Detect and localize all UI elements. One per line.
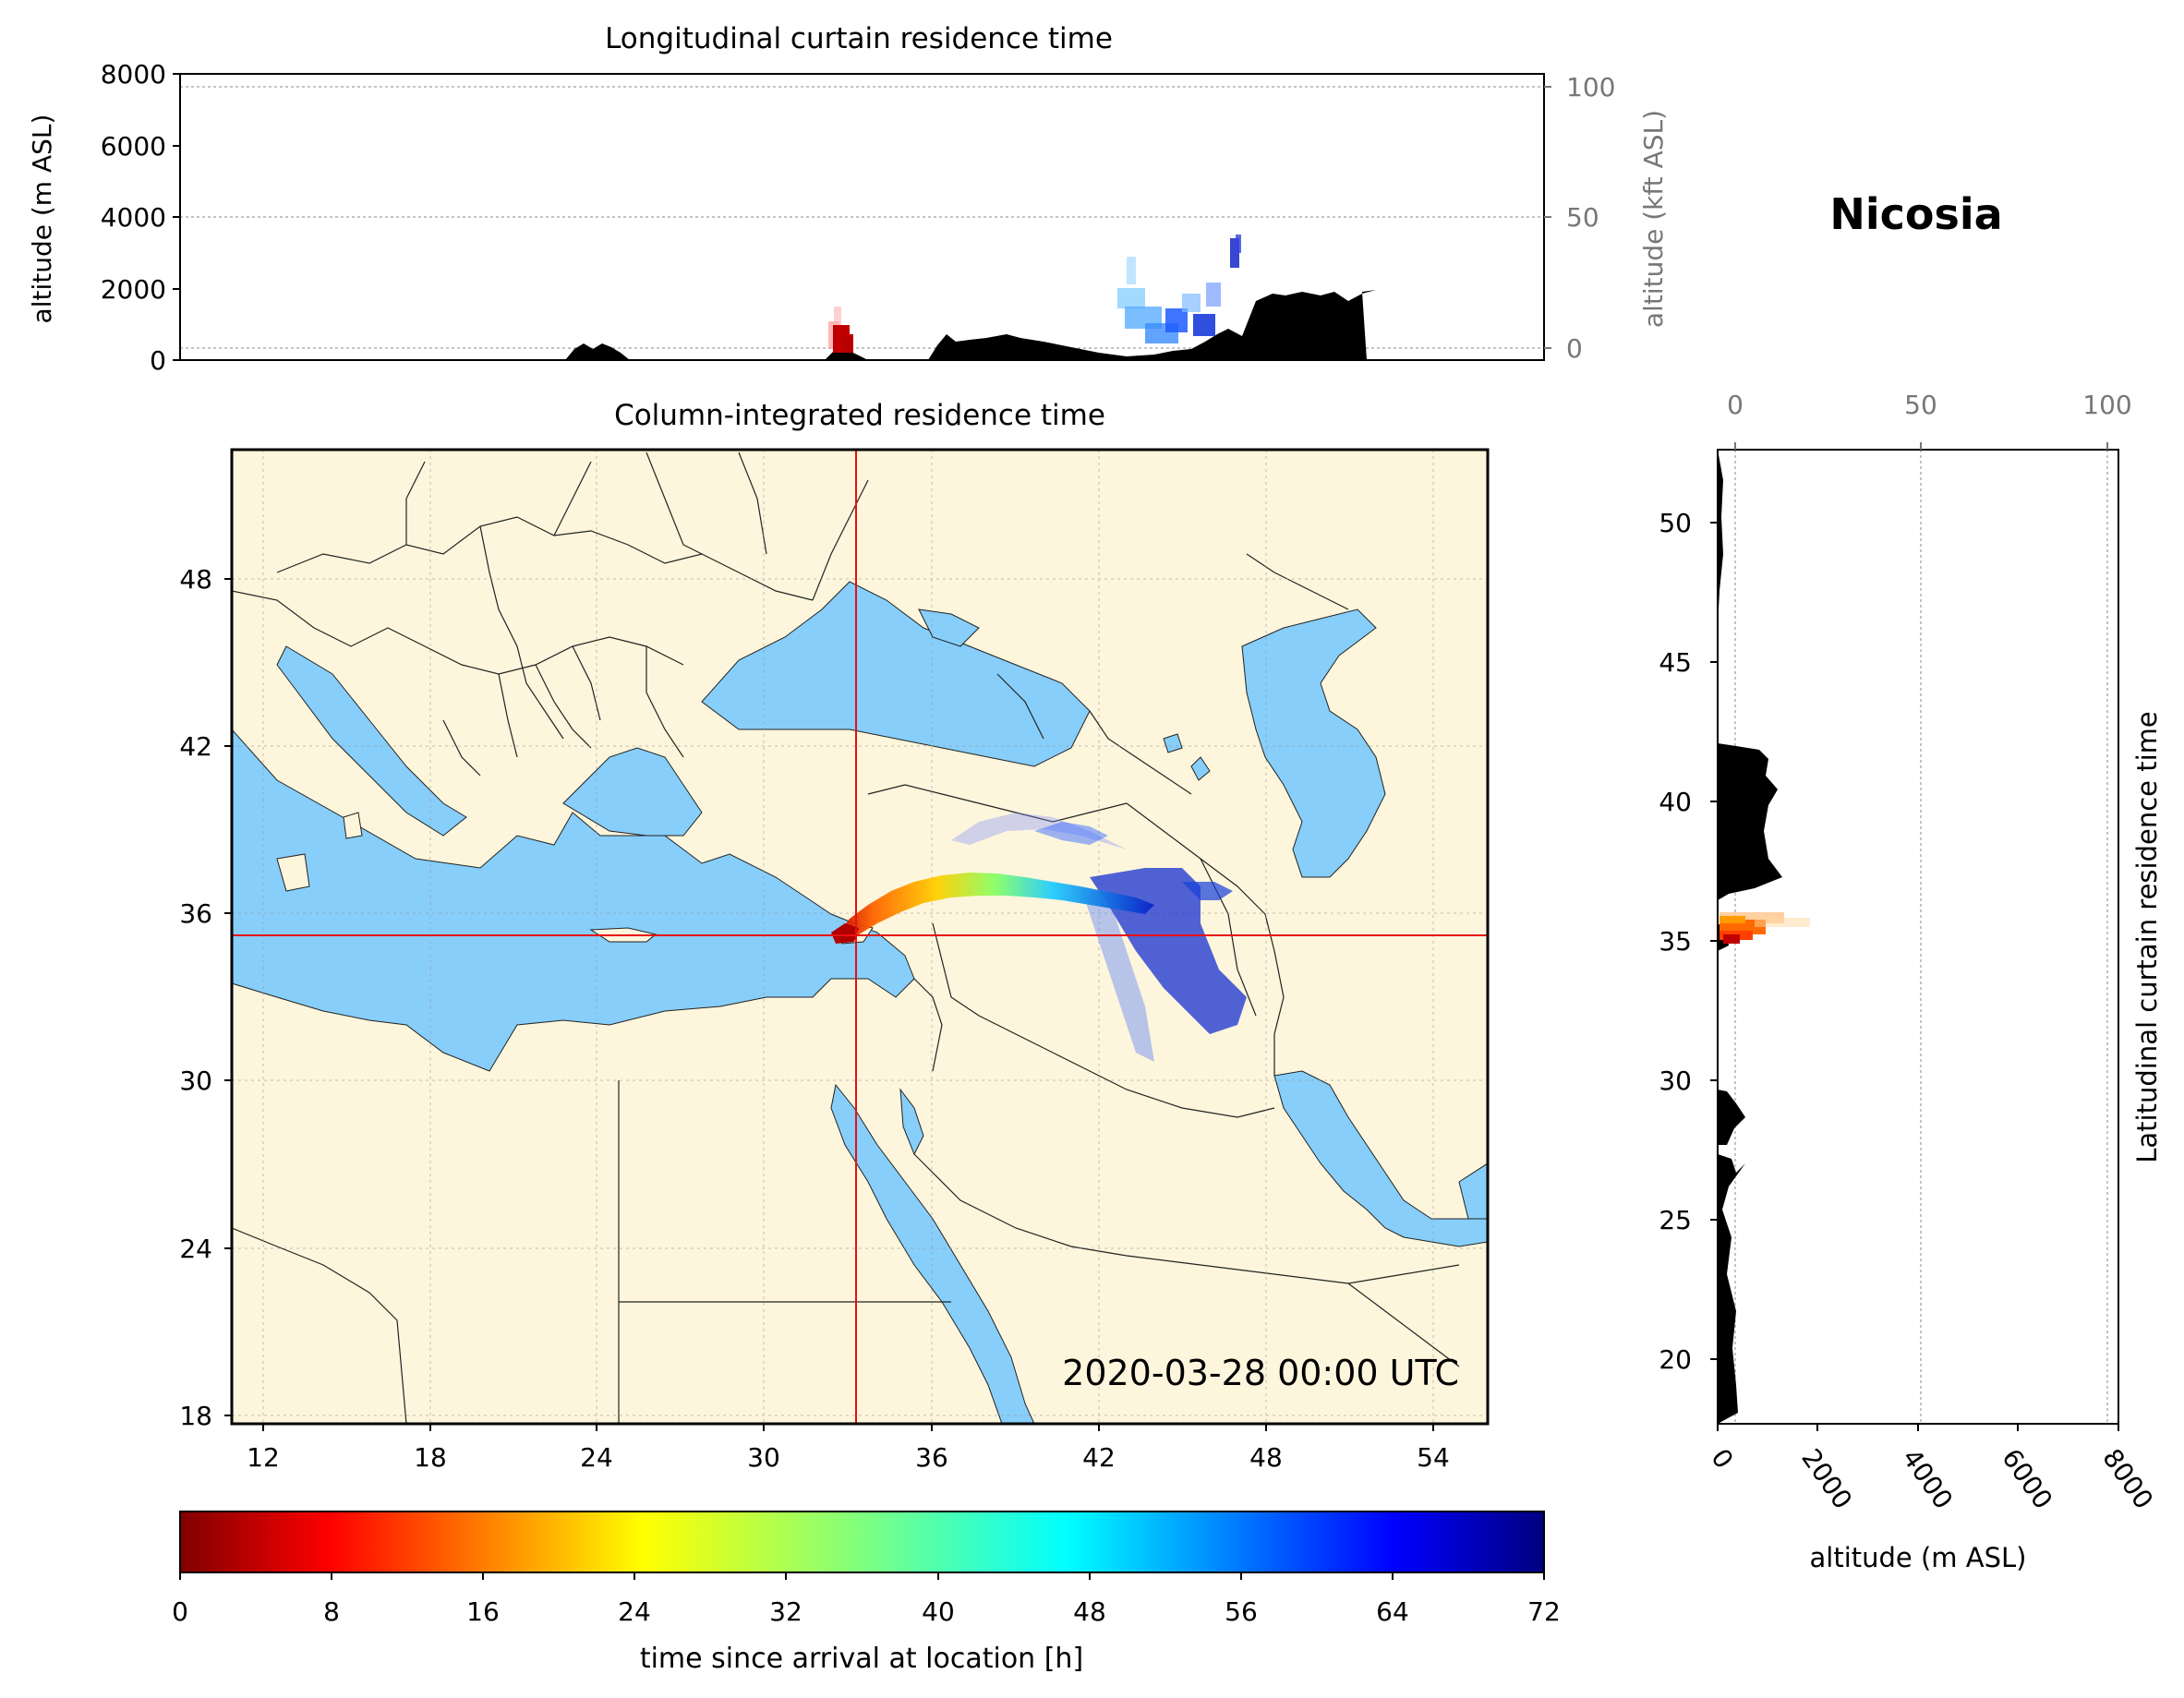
lat2-tick-25: 25 (1659, 1205, 1692, 1235)
lat2-tick-45: 45 (1659, 647, 1692, 678)
lon-tick-48: 48 (1249, 1442, 1283, 1473)
alt2-tick-4000: 4000 (1896, 1443, 1959, 1514)
kft-tick-50: 50 (1566, 202, 1599, 233)
lon-tick-24: 24 (580, 1442, 613, 1473)
lat-tick-24: 24 (179, 1234, 212, 1264)
lat-tick-36: 36 (179, 898, 212, 929)
kft2-tick-50: 50 (1904, 390, 1937, 420)
colorbar-ticks: 0 8 16 24 32 40 48 56 64 72 (172, 1572, 1561, 1627)
cbar-tick-0: 0 (172, 1596, 188, 1627)
lat-tick-42: 42 (179, 731, 212, 762)
alt-tick-4000: 4000 (101, 202, 166, 233)
lat-tick-18: 18 (179, 1401, 212, 1431)
lon-tick-36: 36 (915, 1442, 948, 1473)
alt-tick-2000: 2000 (101, 274, 166, 305)
map-panel: Column-integrated residence time (179, 399, 1490, 1473)
cbar-tick-72: 72 (1527, 1596, 1561, 1627)
kft-tick-0: 0 (1566, 333, 1583, 364)
colorbar-label: time since arrival at location [h] (640, 1643, 1083, 1675)
longitudinal-ylabel-right: altitude (kft ASL) (1638, 110, 1669, 328)
lon-tick-54: 54 (1417, 1442, 1450, 1473)
alt-tick-6000: 6000 (101, 131, 166, 162)
map-x-ticks: 12 18 24 30 36 42 48 54 (247, 1424, 1450, 1473)
cbar-tick-64: 64 (1376, 1596, 1409, 1627)
longitudinal-left-ticks: 0 2000 4000 6000 8000 (101, 59, 180, 376)
cbar-tick-40: 40 (922, 1596, 955, 1627)
residence-plume (831, 813, 1247, 1062)
latitudinal-plume (1719, 912, 1810, 944)
map-title: Column-integrated residence time (614, 399, 1105, 432)
longitudinal-right-ticks: 0 50 100 (1544, 72, 1615, 364)
cbar-tick-16: 16 (466, 1596, 500, 1627)
latitudinal-kft-ticks: 0 50 100 (1727, 390, 2132, 450)
lon-tick-42: 42 (1082, 1442, 1116, 1473)
latitudinal-terrain (1718, 450, 1782, 1424)
colorbar: 0 8 16 24 32 40 48 56 64 72 time since a… (172, 1511, 1561, 1675)
alt2-tick-0: 0 (1705, 1443, 1739, 1475)
latitudinal-curtain-panel: 20 25 30 35 40 45 50 0 50 100 0 2000 40 0 (1659, 390, 2163, 1573)
cbar-tick-48: 48 (1073, 1596, 1106, 1627)
lon-tick-30: 30 (747, 1442, 780, 1473)
map-y-ticks: 18 24 30 36 42 48 (179, 564, 232, 1431)
lat2-tick-30: 30 (1659, 1066, 1692, 1096)
colorbar-gradient (179, 1511, 1545, 1573)
alt-tick-8000: 8000 (101, 59, 166, 90)
kft2-tick-100: 100 (2082, 390, 2131, 420)
lon-tick-12: 12 (247, 1442, 280, 1473)
longitudinal-curtain-panel: Longitudinal curtain residence time (27, 22, 1669, 376)
cbar-tick-32: 32 (769, 1596, 802, 1627)
lat-tick-48: 48 (179, 564, 212, 595)
kft2-tick-0: 0 (1727, 390, 1744, 420)
alt-tick-0: 0 (150, 345, 166, 376)
cbar-tick-24: 24 (618, 1596, 651, 1627)
cbar-tick-56: 56 (1225, 1596, 1258, 1627)
lat2-tick-40: 40 (1659, 787, 1692, 817)
kft-tick-100: 100 (1566, 72, 1615, 102)
latitudinal-y-ticks: 20 25 30 35 40 45 50 (1659, 508, 1718, 1375)
longitudinal-ylabel-left: altitude (m ASL) (27, 114, 57, 324)
longitudinal-plume (828, 235, 1241, 353)
lat2-tick-50: 50 (1659, 508, 1692, 538)
map-gridlines (232, 450, 1488, 1424)
latitudinal-ylabel: Latitudinal curtain residence time (2131, 711, 2163, 1163)
lat2-tick-35: 35 (1659, 926, 1692, 957)
station-name: Nicosia (1829, 189, 2002, 239)
map-timestamp: 2020-03-28 00:00 UTC (1062, 1353, 1459, 1393)
alt2-tick-8000: 8000 (2096, 1443, 2159, 1514)
alt2-tick-2000: 2000 (1795, 1443, 1858, 1514)
lat2-tick-20: 20 (1659, 1344, 1692, 1375)
alt2-tick-6000: 6000 (1996, 1443, 2058, 1514)
longitudinal-terrain (565, 290, 1376, 360)
longitudinal-curtain-title: Longitudinal curtain residence time (605, 22, 1113, 55)
lon-tick-18: 18 (414, 1442, 447, 1473)
latitudinal-m-ticks: 0 2000 4000 6000 8000 (1705, 1424, 2159, 1514)
map-borders (232, 452, 1460, 1424)
latitudinal-xlabel: altitude (m ASL) (1810, 1542, 2027, 1573)
map-water (232, 581, 1488, 1424)
cbar-tick-8: 8 (323, 1596, 340, 1627)
lat-tick-30: 30 (179, 1066, 212, 1096)
